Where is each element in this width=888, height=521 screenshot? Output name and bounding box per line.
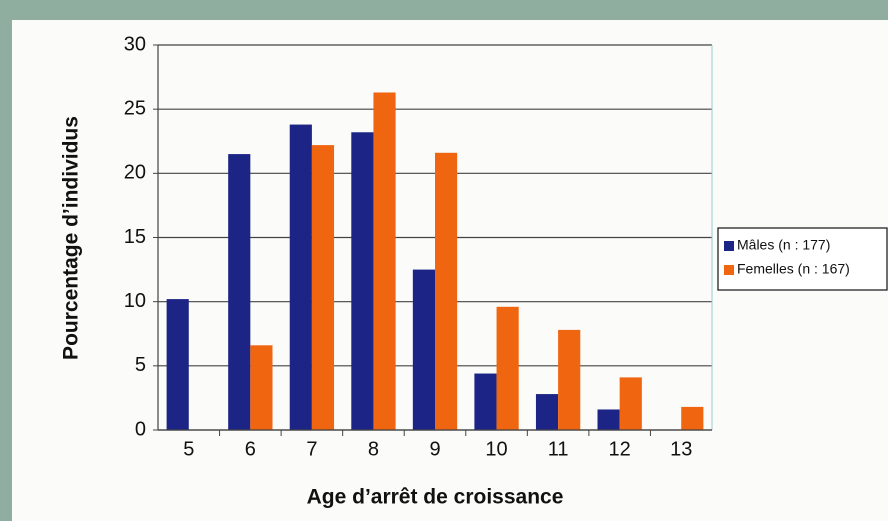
legend-box (717, 227, 888, 291)
bar (228, 154, 251, 431)
bar (166, 299, 189, 430)
bar (558, 329, 581, 430)
bar (681, 406, 704, 430)
bar (289, 124, 312, 431)
y-tick-label: 0 (135, 418, 146, 440)
x-tick-label: 5 (183, 438, 194, 460)
bar (351, 132, 374, 430)
y-tick-label: 25 (124, 97, 146, 119)
legend-swatch (724, 265, 734, 275)
legend-swatch (724, 241, 734, 251)
bar (474, 373, 497, 430)
y-tick-label: 5 (135, 354, 146, 376)
x-tick-label: 8 (368, 438, 379, 460)
bar (311, 145, 335, 430)
x-axis-title: Age d’arrêt de croissance (307, 486, 564, 509)
y-tick-label: 20 (124, 162, 146, 184)
legend-label: Femelles (n : 167) (737, 261, 850, 277)
x-tick-label: 12 (609, 438, 631, 460)
bar (412, 269, 435, 430)
bar (435, 152, 458, 431)
x-tick-label: 7 (306, 438, 317, 460)
bar (535, 394, 559, 430)
bar (496, 306, 519, 430)
bar (373, 92, 396, 430)
legend-label: Mâles (n : 177) (737, 237, 830, 253)
y-tick-label: 15 (124, 226, 146, 248)
x-tick-label: 6 (245, 438, 256, 460)
y-axis-title: Pourcentage d’individus (60, 116, 83, 360)
bar (250, 345, 273, 430)
x-tick-label: 13 (670, 438, 692, 460)
x-tick-label: 9 (429, 438, 440, 460)
bar (619, 377, 642, 430)
y-tick-label: 10 (124, 290, 146, 312)
bar (597, 409, 620, 430)
x-tick-label: 10 (485, 438, 507, 460)
y-tick-label: 30 (124, 33, 146, 55)
x-tick-label: 11 (548, 438, 569, 460)
